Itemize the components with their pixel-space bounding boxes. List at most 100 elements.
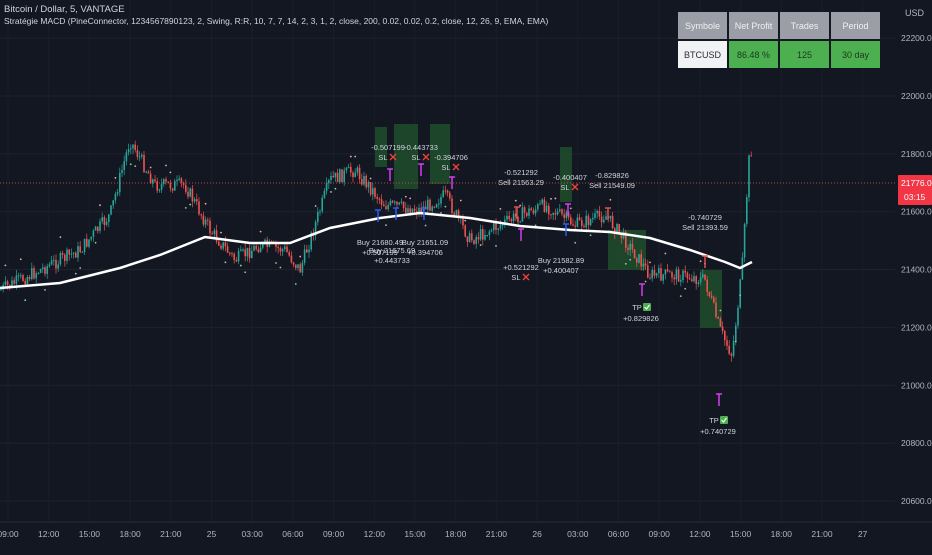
- sar-dot: [239, 264, 242, 267]
- candle-body: [499, 224, 502, 229]
- candle-body: [345, 168, 348, 171]
- trade-annotation-tp: +0.829826 TP: [623, 283, 659, 323]
- candle-body: [72, 252, 75, 254]
- candle-body: [341, 169, 343, 183]
- candle-body: [112, 200, 114, 206]
- time-axis[interactable]: 09:00 12:00 15:00 18:00 21:00 25 03:00 06:00 09:…: [0, 521, 932, 550]
- candle-body: [37, 272, 40, 274]
- check-mark: [644, 304, 650, 310]
- candle-body: [688, 278, 691, 280]
- candle-body: [15, 275, 18, 284]
- candle-body: [365, 175, 367, 188]
- candle-body: [706, 279, 708, 292]
- candle-body: [517, 216, 519, 223]
- candle-body: [504, 219, 506, 225]
- candle-body: [642, 263, 645, 267]
- sar-dot: [569, 207, 572, 210]
- candle-body: [666, 269, 669, 272]
- candle-body: [473, 240, 475, 244]
- candle-body: [317, 211, 319, 222]
- symbol-title[interactable]: Bitcoin / Dollar, 5, VANTAGE: [4, 4, 125, 15]
- candle-body: [433, 206, 436, 208]
- candle-body: [748, 155, 750, 198]
- candle-body: [737, 307, 739, 326]
- candle-body: [653, 270, 656, 276]
- candle-body: [735, 325, 737, 341]
- sar-dot: [44, 288, 46, 291]
- sar-dot: [550, 197, 552, 200]
- sar-dot: [734, 340, 737, 343]
- candle-body: [682, 270, 684, 281]
- candle-body: [275, 242, 277, 247]
- sar-dot: [444, 205, 447, 208]
- sar-dot: [314, 205, 317, 207]
- candle-body: [699, 277, 702, 283]
- candle-body: [222, 242, 224, 249]
- trade-profit: -0.394706: [434, 153, 468, 162]
- sar-dot: [424, 224, 427, 227]
- candle-body: [741, 257, 744, 280]
- candle-body: [22, 275, 24, 281]
- candle-body: [389, 200, 392, 206]
- candle-body: [594, 213, 596, 219]
- candle-body: [116, 192, 119, 194]
- candle-body: [534, 209, 537, 214]
- trade-annotation-tp: +0.740729 TP: [700, 393, 736, 436]
- candle-body: [574, 225, 576, 227]
- candle-body: [224, 242, 227, 247]
- sar-dot: [519, 204, 522, 207]
- candle-body: [614, 228, 616, 234]
- candle-body: [427, 199, 429, 210]
- candle-body: [528, 208, 530, 216]
- candle-body: [134, 144, 136, 151]
- time-tick-label: 12:00: [364, 529, 386, 539]
- candle-body: [684, 270, 686, 273]
- candle-body: [6, 281, 9, 285]
- candle-body: [570, 217, 572, 225]
- candle-body: [158, 189, 161, 191]
- candle-body: [411, 208, 414, 215]
- candle-body: [501, 224, 504, 226]
- candle-body: [550, 214, 552, 216]
- candle-body: [218, 241, 220, 246]
- candle-body: [297, 264, 299, 268]
- candle-body: [314, 221, 317, 236]
- candle-body: [114, 193, 117, 201]
- candle-body: [306, 249, 308, 253]
- stats-header-symbol: Symbole: [678, 12, 727, 39]
- candle-body: [149, 173, 152, 184]
- candle-body: [358, 167, 361, 179]
- strategy-legend[interactable]: Stratégie MACD (PineConnector, 123456789…: [4, 16, 549, 26]
- time-tick-label: 15:00: [79, 529, 101, 539]
- candle-body: [697, 282, 700, 284]
- candle-body: [405, 207, 407, 213]
- candle-body: [702, 274, 704, 278]
- sar-dot: [684, 287, 687, 290]
- price-axis[interactable]: USD 22200.00 22000.00 21800.00 21600.00 2140…: [895, 0, 932, 522]
- candle-body: [50, 260, 53, 265]
- candle-body: [86, 238, 88, 247]
- trade-label: Buy 21582.89: [538, 256, 584, 265]
- candle-body: [108, 214, 110, 223]
- price-tick-label: 21800.00: [901, 149, 932, 159]
- candle-body: [618, 223, 620, 233]
- candle-body: [638, 254, 640, 263]
- candle-body: [281, 249, 284, 252]
- stats-net-profit: 86.48 %: [729, 41, 778, 68]
- sar-dot: [644, 280, 647, 283]
- candle-body: [526, 212, 528, 216]
- candle-body: [726, 340, 728, 346]
- candle-body: [321, 197, 323, 212]
- candle-body: [493, 223, 495, 231]
- candle-body: [361, 178, 363, 185]
- sar-dot: [719, 309, 722, 312]
- close-cross-icon: [571, 183, 579, 191]
- candle-body: [301, 262, 304, 273]
- trade-label: Buy 21651.09: [402, 238, 448, 247]
